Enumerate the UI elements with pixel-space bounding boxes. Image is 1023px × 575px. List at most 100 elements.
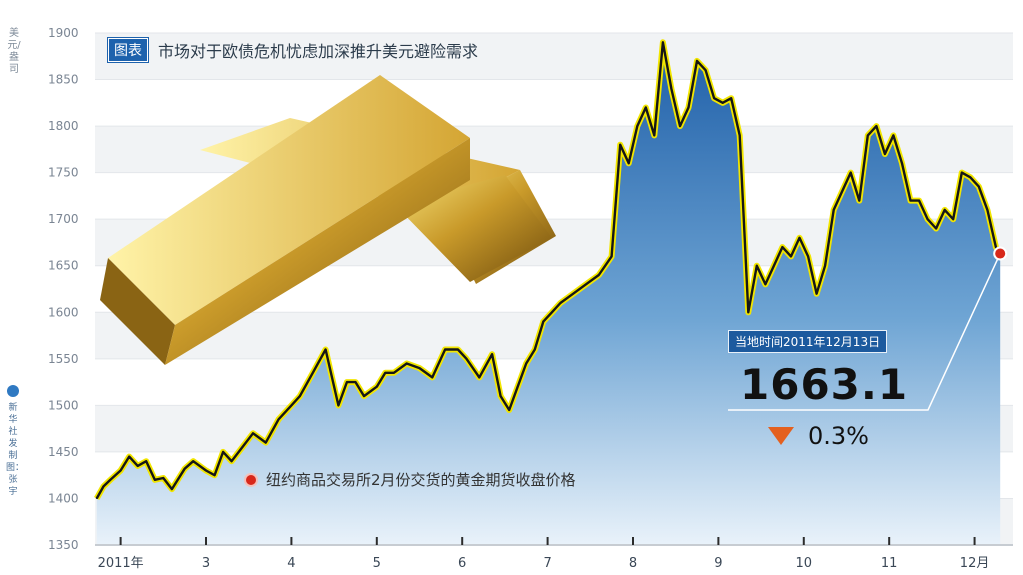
- legend: 纽约商品交易所2月份交货的黄金期货收盘价格: [246, 469, 576, 490]
- data-point: [918, 199, 920, 202]
- data-point: [171, 488, 173, 490]
- x-tick-label: 8: [629, 556, 637, 571]
- data-point: [636, 125, 638, 127]
- data-point: [96, 497, 98, 500]
- data-point: [290, 404, 293, 406]
- data-point: [824, 265, 826, 267]
- data-point: [491, 353, 493, 355]
- data-point: [222, 451, 224, 453]
- data-point: [909, 199, 912, 202]
- data-point: [252, 432, 254, 434]
- data-point: [324, 348, 327, 351]
- data-point: [995, 246, 997, 248]
- data-point: [619, 144, 621, 146]
- data-point: [213, 474, 216, 476]
- data-point: [393, 372, 395, 374]
- data-point: [154, 479, 156, 481]
- y-tick-label: 1650: [48, 259, 79, 273]
- y-tick-label: 1850: [48, 73, 79, 87]
- data-point: [653, 134, 655, 136]
- data-point: [205, 469, 207, 472]
- y-tick-label: 1500: [48, 398, 79, 412]
- legend-marker: [246, 474, 256, 485]
- xinhua-logo-icon: [7, 385, 19, 397]
- data-point: [884, 153, 886, 155]
- gold-bars-illustration: [100, 75, 556, 365]
- data-point: [901, 162, 903, 164]
- y-tick-label: 1450: [48, 445, 79, 459]
- data-point: [145, 460, 147, 462]
- data-point: [662, 41, 664, 43]
- x-tick-label: 9: [714, 556, 722, 571]
- data-point: [346, 381, 348, 383]
- price-area: [96, 42, 1001, 546]
- data-point: [517, 386, 519, 388]
- x-tick-label: 7: [543, 556, 551, 571]
- data-point: [935, 227, 937, 230]
- data-point: [299, 395, 301, 397]
- y-tick-label: 1600: [48, 305, 79, 319]
- data-point: [952, 218, 954, 220]
- y-tick-label: 1550: [48, 352, 79, 366]
- data-point: [192, 460, 194, 462]
- data-point: [384, 372, 386, 374]
- data-point: [944, 209, 946, 211]
- y-tick-label: 1750: [48, 166, 79, 180]
- data-point: [781, 246, 784, 248]
- data-point: [704, 69, 707, 71]
- data-point: [696, 60, 698, 62]
- data-point: [645, 106, 647, 109]
- data-point: [109, 479, 111, 481]
- title-tag: 图表: [108, 38, 148, 62]
- data-point: [457, 348, 459, 351]
- data-point: [444, 348, 446, 351]
- data-point: [858, 199, 860, 202]
- credit-label: 新华社发 制图：张宇: [6, 403, 25, 497]
- y-tick-label: 1800: [48, 119, 79, 133]
- data-point: [376, 386, 378, 388]
- data-point: [162, 477, 164, 479]
- data-point: [679, 125, 681, 127]
- data-point: [265, 442, 267, 444]
- annotation-layer: [728, 246, 1008, 411]
- data-point: [337, 404, 339, 406]
- data-point: [542, 320, 544, 323]
- data-point: [312, 372, 314, 374]
- data-point: [102, 485, 105, 487]
- data-point: [670, 88, 673, 90]
- data-point: [120, 469, 122, 472]
- down-arrow-icon: [768, 427, 794, 445]
- data-point: [534, 348, 536, 351]
- x-tick-label: 12月: [960, 556, 990, 571]
- data-point: [867, 134, 869, 136]
- data-point: [807, 255, 809, 258]
- data-point: [465, 358, 468, 360]
- data-point: [756, 265, 758, 267]
- x-tick-label: 5: [373, 556, 381, 571]
- data-point: [833, 209, 835, 211]
- data-point: [137, 465, 139, 467]
- gold-bar-right: [395, 175, 552, 282]
- data-point: [747, 311, 749, 313]
- data-point: [572, 293, 574, 295]
- data-point: [508, 409, 510, 411]
- grid-band: [95, 33, 1013, 80]
- annotation-leader: [728, 253, 1001, 411]
- data-point: [611, 255, 613, 258]
- y-tick-label: 1400: [48, 491, 79, 505]
- data-point: [978, 186, 980, 188]
- data-point: [500, 395, 502, 397]
- data-point: [184, 468, 186, 470]
- data-point: [418, 367, 421, 369]
- x-tick-label: 6: [458, 556, 466, 571]
- y-tick-labels: 1350 1400 1450 1500 1550 1600 1650 1700 1750 1800…: [48, 26, 79, 552]
- chart-title: 图表 市场对于欧债危机忧虑加深推升美元避险需求: [108, 38, 478, 62]
- data-point: [551, 311, 553, 313]
- data-point: [354, 381, 357, 383]
- data-point: [687, 106, 690, 109]
- data-point: [431, 376, 433, 379]
- data-point: [722, 102, 724, 104]
- data-point: [585, 283, 587, 285]
